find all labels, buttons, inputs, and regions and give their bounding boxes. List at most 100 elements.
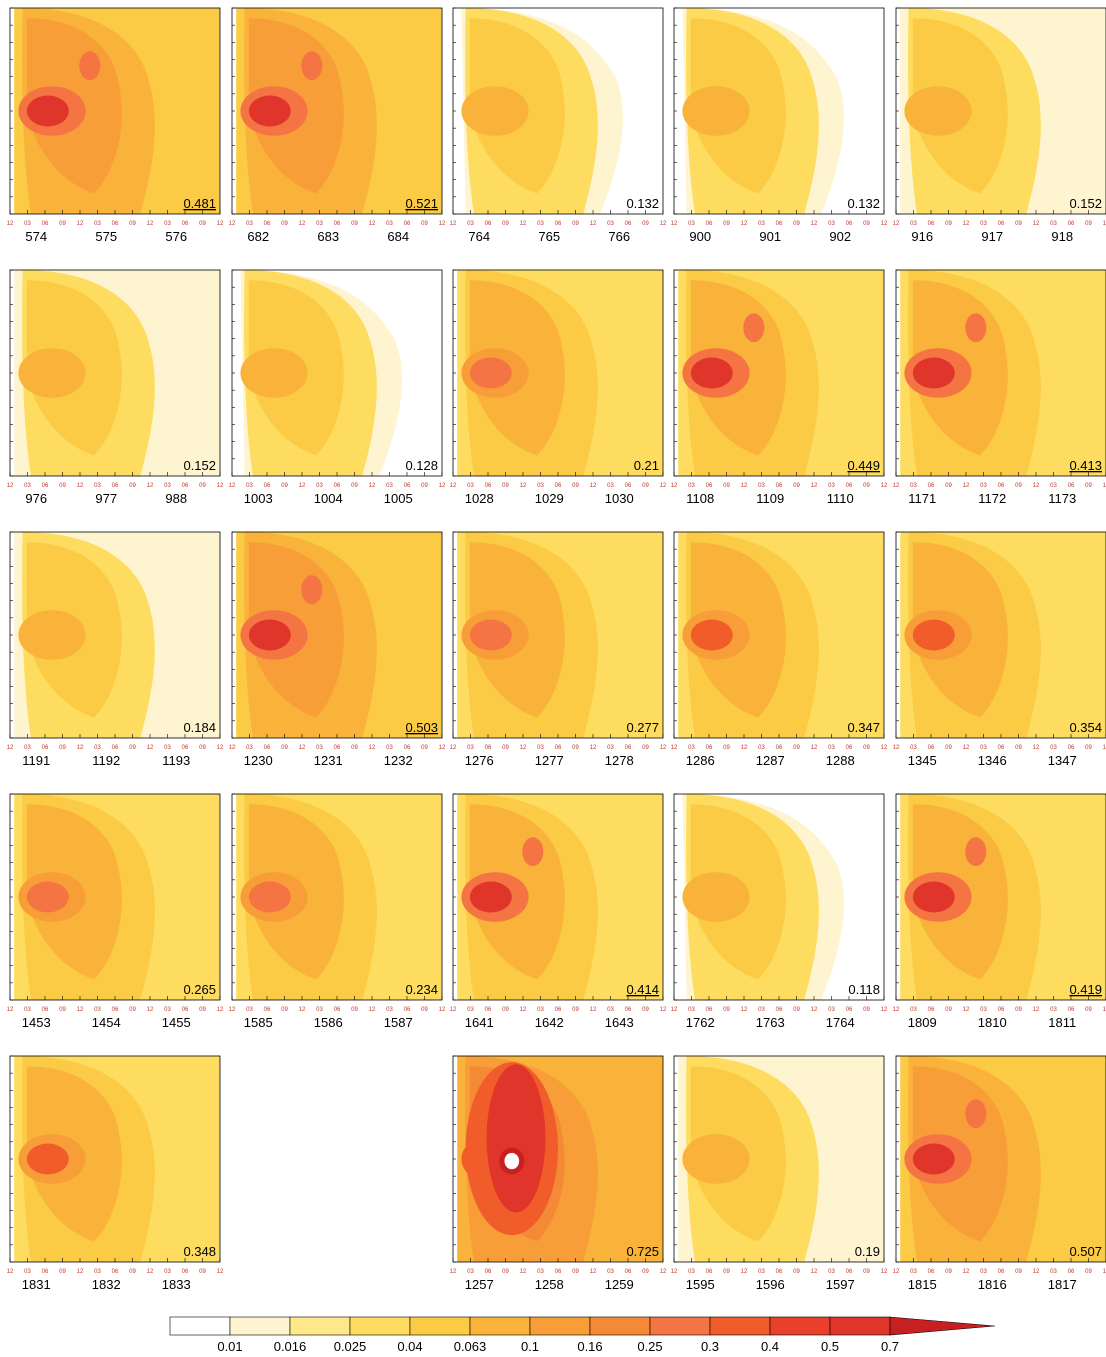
- hour-tick-label: 12: [229, 483, 236, 489]
- hour-tick-label: 06: [706, 1269, 713, 1275]
- hour-tick-label: 03: [1050, 483, 1057, 489]
- hour-tick-label: 09: [421, 1007, 428, 1013]
- hour-tick-label: 09: [59, 221, 66, 227]
- day-label: 1817: [1048, 1277, 1077, 1292]
- hour-tick-label: 09: [642, 1269, 649, 1275]
- hour-tick-label: 12: [7, 1007, 14, 1013]
- hour-tick-label: 12: [77, 483, 84, 489]
- contour-field: [896, 8, 1106, 214]
- hour-tick-label: 06: [706, 745, 713, 751]
- hour-tick-label: 09: [945, 1007, 952, 1013]
- contour-field: [674, 270, 884, 476]
- colorbar: 0.01 0.016 0.025 0.04 0.063 0.1 0.16 0.25 0.3 0.4…: [169, 1316, 996, 1354]
- day-label: 1192: [92, 753, 120, 768]
- day-label: 1810: [978, 1015, 1007, 1030]
- hour-tick-label: 06: [706, 1007, 713, 1013]
- colorbar-extension: [889, 1316, 996, 1336]
- day-label: 1173: [1048, 491, 1076, 506]
- colorbar-bin: [769, 1316, 831, 1336]
- hour-tick-label: 06: [998, 221, 1005, 227]
- hour-tick-label: 12: [881, 745, 888, 751]
- hour-tick-label: 09: [793, 1269, 800, 1275]
- hour-tick-label: 09: [1085, 1269, 1092, 1275]
- hour-tick-label: 09: [281, 483, 288, 489]
- hour-tick-label: 12: [893, 1007, 900, 1013]
- hour-tick-label: 12: [963, 483, 970, 489]
- day-label: 1005: [384, 491, 413, 506]
- panel: 12 03 06 09 12 03 06 09 12 03 06 09 12 1286 1287 1288 0.…: [671, 531, 888, 768]
- hour-tick-label: 12: [147, 1007, 154, 1013]
- contour-field: [10, 532, 220, 738]
- hour-tick-label: 06: [706, 483, 713, 489]
- hour-tick-label: 09: [129, 745, 136, 751]
- hour-tick-label: 12: [1033, 1269, 1040, 1275]
- panel: 12 03 06 09 12 03 06 09 12 03 06 09 12 1171 1172 1173 0.…: [893, 269, 1106, 506]
- hour-tick-label: 09: [723, 1269, 730, 1275]
- panel-value: 0.413: [1069, 458, 1102, 473]
- hour-tick-label: 06: [555, 221, 562, 227]
- hour-tick-label: 12: [369, 745, 376, 751]
- hour-tick-label: 12: [963, 1269, 970, 1275]
- day-label: 1110: [827, 491, 854, 506]
- hour-tick-label: 06: [485, 483, 492, 489]
- hour-tick-label: 06: [846, 1007, 853, 1013]
- hour-tick-label: 03: [467, 221, 474, 227]
- panel: 12 03 06 09 12 03 06 09 12 03 06 09 12 1453 1454 1455 0.…: [7, 793, 224, 1030]
- contour-field: [896, 270, 1106, 476]
- secondary-maximum: [965, 313, 987, 343]
- day-label: 1641: [465, 1015, 494, 1030]
- contour-field: [896, 532, 1106, 738]
- hour-tick-label: 09: [1015, 1007, 1022, 1013]
- contour-level-3: [240, 348, 308, 398]
- hour-tick-label: 06: [182, 1007, 189, 1013]
- day-label: 916: [911, 229, 933, 244]
- colorbar-bin: [589, 1316, 651, 1336]
- hour-tick-label: 12: [660, 1269, 667, 1275]
- day-label: 1171: [908, 491, 936, 506]
- contour-field: [453, 794, 663, 1000]
- panel-value: 0.21: [634, 458, 659, 473]
- hour-tick-label: 03: [607, 1007, 614, 1013]
- hour-tick-label: 12: [741, 745, 748, 751]
- day-label: 1587: [384, 1015, 413, 1030]
- day-label: 1257: [465, 1277, 494, 1292]
- hour-tick-label: 06: [404, 221, 411, 227]
- contour-level-3: [904, 86, 972, 136]
- colorbar-label: 0.5: [821, 1339, 839, 1354]
- hour-tick-label: 09: [945, 483, 952, 489]
- hour-tick-label: 12: [811, 483, 818, 489]
- hour-tick-label: 12: [1033, 483, 1040, 489]
- hour-tick-label: 12: [671, 483, 678, 489]
- hour-tick-label: 03: [758, 483, 765, 489]
- day-label: 1816: [978, 1277, 1007, 1292]
- day-label: 1109: [756, 491, 784, 506]
- contour-field: [10, 1056, 220, 1262]
- hour-tick-label: 12: [369, 221, 376, 227]
- hour-tick-label: 12: [660, 745, 667, 751]
- contour-level-3: [682, 1134, 750, 1184]
- hour-tick-label: 12: [671, 1269, 678, 1275]
- hour-tick-label: 09: [863, 745, 870, 751]
- hour-tick-label: 06: [182, 221, 189, 227]
- hour-tick-label: 03: [164, 221, 171, 227]
- hour-tick-label: 03: [24, 221, 31, 227]
- hour-tick-label: 12: [147, 1269, 154, 1275]
- secondary-maximum: [965, 1099, 987, 1129]
- hour-tick-label: 09: [723, 483, 730, 489]
- hour-tick-label: 03: [758, 1269, 765, 1275]
- panel: 12 03 06 09 12 03 06 09 12 03 06 09 12 1815 1816 1817 0.…: [893, 1055, 1106, 1292]
- hour-tick-label: 06: [1068, 483, 1075, 489]
- hour-tick-label: 09: [199, 483, 206, 489]
- hour-tick-label: 09: [199, 221, 206, 227]
- day-label: 1288: [826, 753, 855, 768]
- contour-level-4: [248, 619, 291, 651]
- contour-field: [674, 1056, 884, 1262]
- hour-tick-label: 12: [1103, 1269, 1106, 1275]
- hour-tick-label: 12: [369, 483, 376, 489]
- day-label: 1230: [244, 753, 273, 768]
- day-label: 764: [468, 229, 490, 244]
- contour-field: [232, 794, 442, 1000]
- contour-field: [674, 794, 884, 1000]
- contour-field: [232, 8, 442, 214]
- day-label: 1586: [314, 1015, 343, 1030]
